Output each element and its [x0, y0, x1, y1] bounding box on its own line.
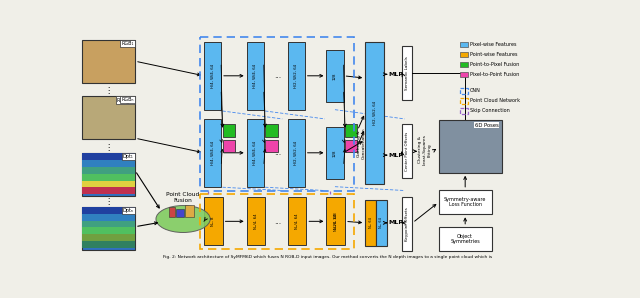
Text: Center Point Offsets: Center Point Offsets	[405, 132, 409, 171]
FancyBboxPatch shape	[288, 119, 305, 187]
Text: Fig. 2: Network architecture of SyMFM6D which fuses N RGB-D input images. Our me: Fig. 2: Network architecture of SyMFM6D …	[163, 255, 493, 259]
Text: H/4, W/4, 64: H/4, W/4, 64	[211, 141, 214, 165]
FancyBboxPatch shape	[83, 153, 135, 196]
FancyBboxPatch shape	[365, 42, 384, 184]
Text: Nₚ, 64: Nₚ, 64	[369, 218, 372, 228]
FancyBboxPatch shape	[83, 167, 135, 174]
Text: ...: ...	[274, 71, 281, 80]
Text: Dptₙ: Dptₙ	[123, 208, 134, 213]
FancyBboxPatch shape	[176, 209, 184, 217]
FancyBboxPatch shape	[223, 140, 235, 152]
FancyBboxPatch shape	[460, 42, 467, 47]
Text: ...: ...	[275, 217, 282, 226]
FancyBboxPatch shape	[83, 214, 135, 221]
FancyBboxPatch shape	[345, 124, 358, 136]
Text: RGB₁: RGB₁	[121, 41, 134, 46]
Text: Point Cloud Network: Point Cloud Network	[470, 98, 520, 103]
FancyBboxPatch shape	[204, 119, 221, 187]
FancyBboxPatch shape	[402, 46, 412, 100]
FancyBboxPatch shape	[265, 124, 278, 136]
FancyBboxPatch shape	[83, 227, 135, 235]
Text: Skip Connection: Skip Connection	[470, 108, 509, 113]
Text: H/4, W/4, 64: H/4, W/4, 64	[253, 64, 257, 88]
Text: Point-to-Pixel Fusion: Point-to-Pixel Fusion	[470, 62, 519, 67]
FancyBboxPatch shape	[460, 62, 467, 67]
Text: Pixel-wise Features: Pixel-wise Features	[470, 42, 516, 47]
Text: RGB_N: RGB_N	[116, 97, 134, 103]
Text: Nₚ/16, 128: Nₚ/16, 128	[333, 212, 338, 231]
FancyBboxPatch shape	[365, 200, 376, 246]
Text: MLP: MLP	[388, 72, 404, 77]
Text: H/4, W/4, 64: H/4, W/4, 64	[253, 141, 257, 165]
Text: H/4, W/4, 64: H/4, W/4, 64	[211, 64, 214, 88]
Text: Object
Symmetries: Object Symmetries	[451, 234, 480, 244]
Text: Nₚ/4, 64: Nₚ/4, 64	[295, 214, 299, 229]
Text: Nₚ, 64: Nₚ, 64	[380, 218, 383, 228]
FancyBboxPatch shape	[345, 140, 358, 152]
Text: RGBₙ: RGBₙ	[121, 97, 134, 102]
FancyBboxPatch shape	[288, 42, 305, 110]
FancyBboxPatch shape	[83, 235, 135, 241]
Text: Point-wise Features: Point-wise Features	[470, 52, 517, 57]
Text: Nₚ, 8: Nₚ, 8	[211, 217, 215, 226]
FancyBboxPatch shape	[326, 198, 345, 245]
FancyBboxPatch shape	[402, 124, 412, 178]
FancyBboxPatch shape	[83, 96, 135, 139]
FancyBboxPatch shape	[439, 227, 492, 251]
FancyBboxPatch shape	[83, 40, 135, 83]
FancyBboxPatch shape	[326, 50, 344, 102]
Text: 128: 128	[333, 72, 337, 80]
Text: Pixel-to-Point Fusion: Pixel-to-Point Fusion	[470, 72, 519, 77]
FancyBboxPatch shape	[439, 120, 502, 173]
FancyBboxPatch shape	[204, 42, 221, 110]
Text: H/2, W/2, 64: H/2, W/2, 64	[294, 64, 298, 88]
FancyBboxPatch shape	[184, 205, 194, 218]
FancyBboxPatch shape	[83, 153, 135, 160]
Text: Dpt₁: Dpt₁	[123, 154, 134, 159]
FancyBboxPatch shape	[288, 198, 307, 245]
FancyBboxPatch shape	[246, 42, 264, 110]
FancyBboxPatch shape	[83, 187, 135, 194]
FancyBboxPatch shape	[265, 140, 278, 152]
Text: Gathering &
Concatenation: Gathering & Concatenation	[357, 128, 365, 159]
Ellipse shape	[156, 206, 210, 232]
FancyBboxPatch shape	[460, 52, 467, 57]
Text: Semantic Labels: Semantic Labels	[405, 56, 409, 90]
Text: 6D Poses: 6D Poses	[475, 123, 499, 128]
FancyBboxPatch shape	[204, 198, 223, 245]
FancyBboxPatch shape	[223, 124, 235, 136]
FancyBboxPatch shape	[460, 72, 467, 77]
FancyBboxPatch shape	[439, 190, 492, 214]
FancyBboxPatch shape	[83, 241, 135, 248]
FancyBboxPatch shape	[246, 198, 265, 245]
FancyBboxPatch shape	[326, 127, 344, 179]
Text: ⋮: ⋮	[104, 86, 113, 95]
Text: Keypoint Offsets: Keypoint Offsets	[405, 207, 409, 241]
FancyBboxPatch shape	[83, 160, 135, 167]
Text: Nₚ/4, 64: Nₚ/4, 64	[254, 214, 258, 229]
FancyBboxPatch shape	[83, 174, 135, 181]
FancyBboxPatch shape	[246, 119, 264, 187]
Text: MLP: MLP	[388, 153, 404, 158]
FancyBboxPatch shape	[83, 207, 135, 214]
FancyBboxPatch shape	[83, 221, 135, 227]
Text: H/2, W/2, 64: H/2, W/2, 64	[372, 101, 376, 125]
FancyBboxPatch shape	[83, 181, 135, 187]
FancyBboxPatch shape	[83, 207, 135, 250]
Text: Clustering &
Least-Squares
Fitting: Clustering & Least-Squares Fitting	[419, 134, 431, 165]
FancyBboxPatch shape	[376, 200, 387, 246]
Text: Nₚ/4, 64: Nₚ/4, 64	[333, 214, 338, 229]
Text: Symmetry-aware
Loss Function: Symmetry-aware Loss Function	[444, 197, 486, 207]
Text: Point Cloud
Fusion: Point Cloud Fusion	[166, 192, 200, 203]
Text: H/2, W/2, 64: H/2, W/2, 64	[294, 141, 298, 165]
FancyBboxPatch shape	[169, 207, 175, 218]
Text: ...: ...	[274, 148, 281, 157]
Text: ⋮: ⋮	[104, 197, 113, 206]
Text: CNN: CNN	[470, 88, 481, 93]
Text: ⋮: ⋮	[104, 143, 113, 152]
FancyBboxPatch shape	[402, 198, 412, 251]
Text: MLP: MLP	[388, 220, 404, 225]
Text: 128: 128	[333, 149, 337, 156]
